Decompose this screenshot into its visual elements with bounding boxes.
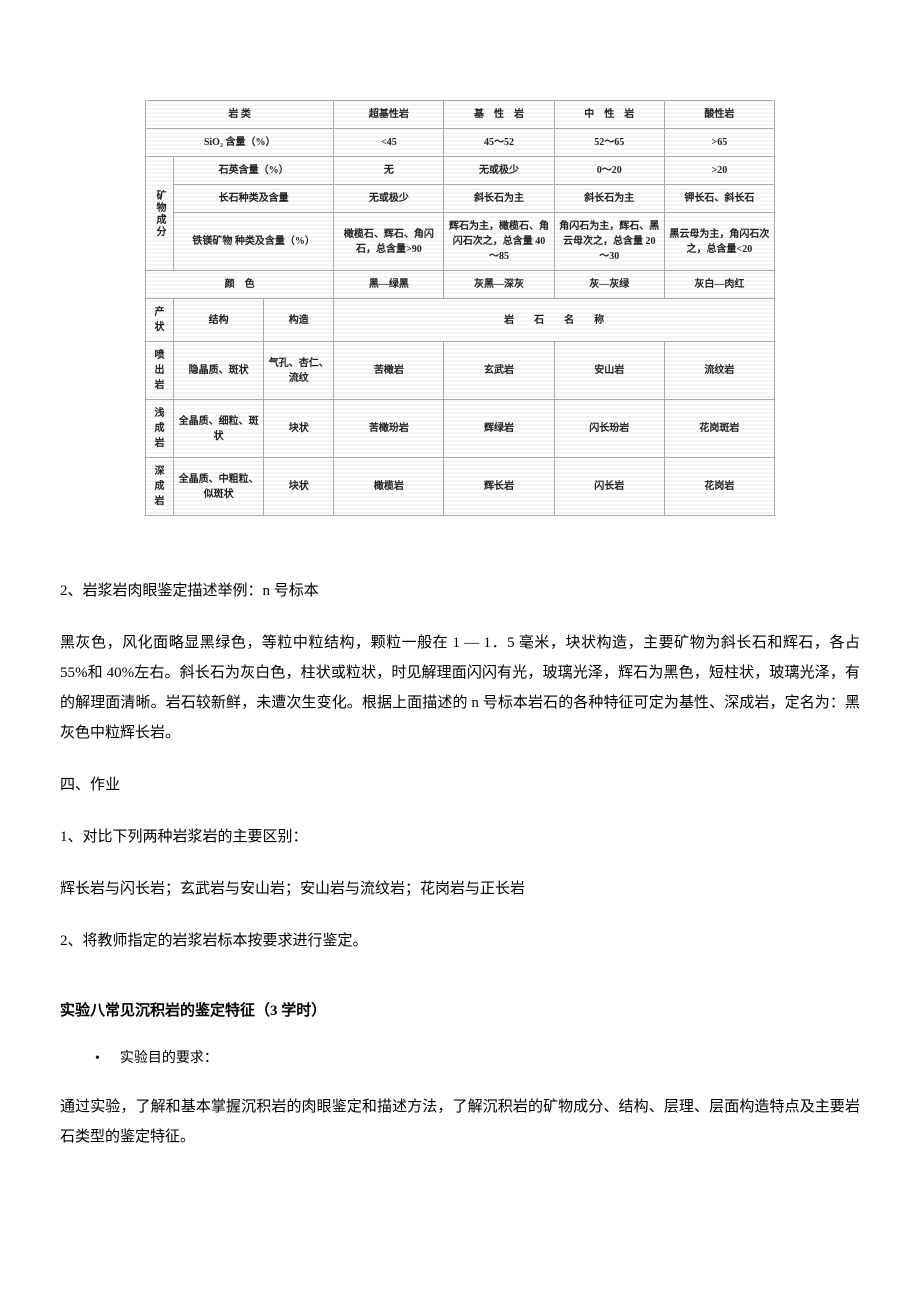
cell: 喷出岩: [146, 342, 174, 400]
cell: 斜长石为主: [554, 185, 664, 213]
table-row: 铁镁矿物 种类及含量（%） 橄榄石、辉石、角闪石，总含量>90 辉石为主，橄榄石…: [146, 213, 775, 271]
paragraph-q1: 1、对比下列两种岩浆岩的主要区别：: [60, 822, 860, 852]
paragraph-example-body: 黑灰色，风化面略显黑绿色，等粒中粒结构，颗粒一般在 1 — 1．5 毫米，块状构…: [60, 628, 860, 748]
cell: 安山岩: [554, 342, 664, 400]
rock-classification-table: 岩 类 超基性岩 基 性 岩 中 性 岩 酸性岩 SiO₂ 含量（%） <45 …: [145, 100, 775, 516]
table-row: SiO₂ 含量（%） <45 45～52 52～65 >65: [146, 129, 775, 157]
cell-feldspar-label: 长石种类及含量: [174, 185, 334, 213]
cell: 斜长石为主: [444, 185, 554, 213]
table-row: 长石种类及含量 无或极少 斜长石为主 斜长石为主 钾长石、斜长石: [146, 185, 775, 213]
cell: 灰黑—深灰: [444, 271, 554, 299]
cell-color-label: 颜 色: [146, 271, 334, 299]
cell: <45: [334, 129, 444, 157]
cell: 辉绿岩: [444, 400, 554, 458]
cell: 闪长岩: [554, 458, 664, 516]
cell: 苦橄玢岩: [334, 400, 444, 458]
table-row: 岩 类 超基性岩 基 性 岩 中 性 岩 酸性岩: [146, 101, 775, 129]
cell: 辉长岩: [444, 458, 554, 516]
rock-classification-table-wrap: 岩 类 超基性岩 基 性 岩 中 性 岩 酸性岩 SiO₂ 含量（%） <45 …: [145, 100, 775, 516]
paragraph-homework-heading: 四、作业: [60, 770, 860, 800]
cell: 全晶质、中粗粒、似斑状: [174, 458, 264, 516]
cell: 无或极少: [334, 185, 444, 213]
cell: 无或极少: [444, 157, 554, 185]
bullet-dot-icon: •: [95, 1048, 100, 1070]
cell-sio2-label: SiO₂ 含量（%）: [146, 129, 334, 157]
cell-basic: 基 性 岩: [444, 101, 554, 129]
cell-acidic: 酸性岩: [664, 101, 774, 129]
cell: 钾长石、斜长石: [664, 185, 774, 213]
body-text-region: 2、岩浆岩肉眼鉴定描述举例：n 号标本 黑灰色，风化面略显黑绿色，等粒中粒结构，…: [60, 576, 860, 1152]
cell-mineral-composition-label: 矿物成分: [146, 157, 174, 271]
cell: 块状: [264, 458, 334, 516]
table-row: 浅成岩 全晶质、细粒、斑状 块状 苦橄玢岩 辉绿岩 闪长玢岩 花岗斑岩: [146, 400, 775, 458]
cell-occurrence-label: 产状: [146, 299, 174, 342]
cell: 流纹岩: [664, 342, 774, 400]
table-row: 矿物成分 石英含量（%） 无 无或极少 0～20 >20: [146, 157, 775, 185]
cell: 辉石为主，橄榄石、角闪石次之，总含量 40～85: [444, 213, 554, 271]
cell: 黑—绿黑: [334, 271, 444, 299]
cell: 块状: [264, 400, 334, 458]
cell: >65: [664, 129, 774, 157]
cell: 花岗斑岩: [664, 400, 774, 458]
cell: 玄武岩: [444, 342, 554, 400]
cell-ultrabasic: 超基性岩: [334, 101, 444, 129]
cell: 0～20: [554, 157, 664, 185]
cell: 45～52: [444, 129, 554, 157]
cell-quartz-label: 石英含量（%）: [174, 157, 334, 185]
cell: 浅成岩: [146, 400, 174, 458]
experiment-8-title: 实验八常见沉积岩的鉴定特征（3 学时）: [60, 996, 860, 1026]
paragraph-q1-pairs: 辉长岩与闪长岩；玄武岩与安山岩；安山岩与流纹岩；花岗岩与正长岩: [60, 874, 860, 904]
cell-structure-label: 结构: [174, 299, 264, 342]
cell-femg-label: 铁镁矿物 种类及含量（%）: [174, 213, 334, 271]
cell-rock-type-label: 岩 类: [146, 101, 334, 129]
cell: 闪长玢岩: [554, 400, 664, 458]
paragraph-q2: 2、将教师指定的岩浆岩标本按要求进行鉴定。: [60, 926, 860, 956]
cell: >20: [664, 157, 774, 185]
cell-intermediate: 中 性 岩: [554, 101, 664, 129]
paragraph-example-heading: 2、岩浆岩肉眼鉴定描述举例：n 号标本: [60, 576, 860, 606]
cell: 橄榄岩: [334, 458, 444, 516]
cell: 52～65: [554, 129, 664, 157]
cell: 无: [334, 157, 444, 185]
cell-texture-label: 构造: [264, 299, 334, 342]
table-row: 深成岩 全晶质、中粗粒、似斑状 块状 橄榄岩 辉长岩 闪长岩 花岗岩: [146, 458, 775, 516]
cell: 气孔、杏仁、流纹: [264, 342, 334, 400]
cell: 花岗岩: [664, 458, 774, 516]
bullet-row: • 实验目的要求：: [60, 1048, 860, 1070]
cell: 苦橄岩: [334, 342, 444, 400]
table-row: 颜 色 黑—绿黑 灰黑—深灰 灰—灰绿 灰白—肉红: [146, 271, 775, 299]
cell: 深成岩: [146, 458, 174, 516]
cell: 灰—灰绿: [554, 271, 664, 299]
table-row: 产状 结构 构造 岩 石 名 称: [146, 299, 775, 342]
cell: 灰白—肉红: [664, 271, 774, 299]
paragraph-objective: 通过实验，了解和基本掌握沉积岩的肉眼鉴定和描述方法，了解沉积岩的矿物成分、结构、…: [60, 1092, 860, 1152]
bullet-label: 实验目的要求：: [120, 1048, 218, 1070]
cell: 橄榄石、辉石、角闪石，总含量>90: [334, 213, 444, 271]
cell: 隐晶质、斑状: [174, 342, 264, 400]
cell-rock-names-label: 岩 石 名 称: [334, 299, 775, 342]
cell: 全晶质、细粒、斑状: [174, 400, 264, 458]
cell: 角闪石为主，辉石、黑云母次之，总含量 20～30: [554, 213, 664, 271]
table-row: 喷出岩 隐晶质、斑状 气孔、杏仁、流纹 苦橄岩 玄武岩 安山岩 流纹岩: [146, 342, 775, 400]
cell: 黑云母为主，角闪石次之，总含量<20: [664, 213, 774, 271]
